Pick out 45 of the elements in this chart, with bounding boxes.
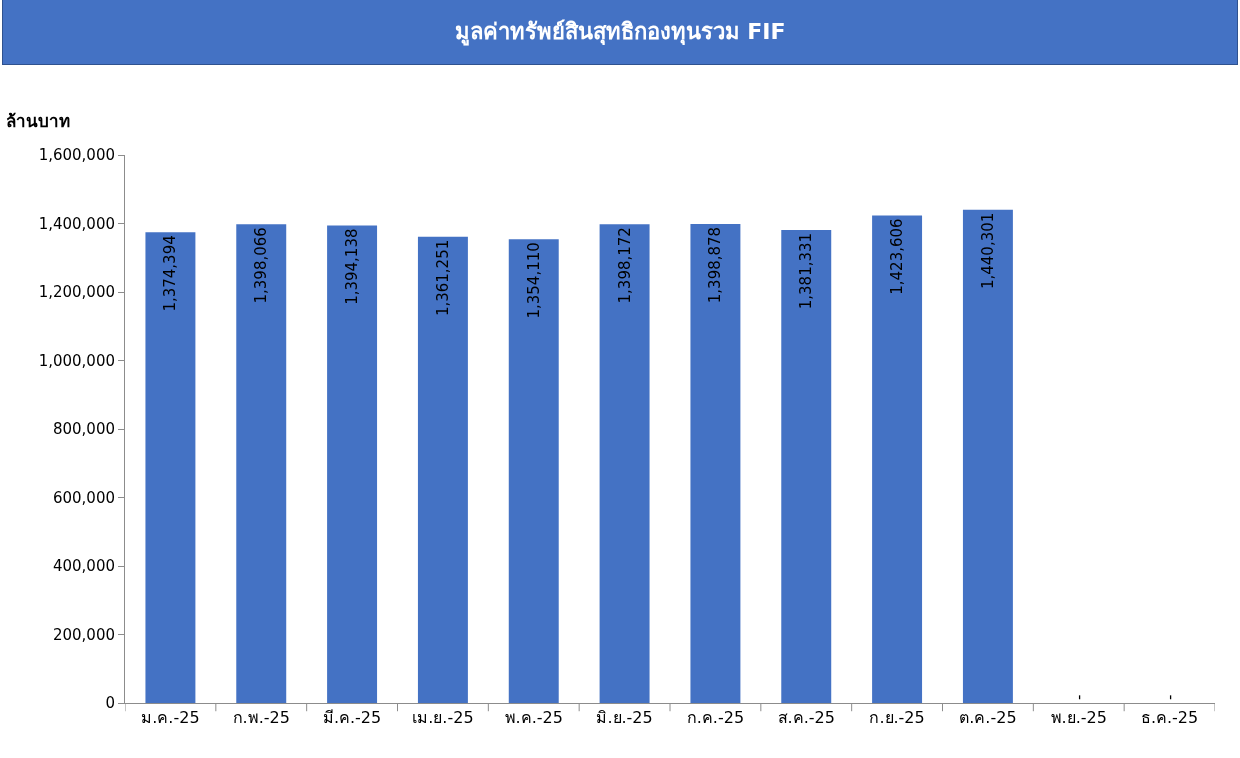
y-tick-label: 800,000: [52, 420, 115, 439]
x-tick-label: ส.ค.-25: [777, 708, 835, 728]
x-tick-label: พ.ค.-25: [504, 708, 563, 728]
bar: [599, 224, 650, 703]
data-label: -: [1160, 694, 1179, 700]
y-tick-label: 1,600,000: [38, 146, 115, 165]
y-tick-label: 1,000,000: [38, 351, 115, 370]
x-tick-label: ก.ค.-25: [686, 708, 745, 728]
y-tick-label: 1,400,000: [38, 214, 115, 233]
data-label: 1,394,138: [343, 228, 362, 305]
bar: [145, 232, 196, 703]
bar: [327, 225, 378, 703]
x-tick-label: มี.ค.-25: [322, 708, 382, 728]
x-tick-label: ก.ย.-25: [869, 708, 925, 728]
bar: [872, 215, 923, 703]
bar: [508, 239, 559, 703]
x-tick-label: พ.ย.-25: [1050, 708, 1107, 728]
x-tick-label: เม.ย.-25: [412, 708, 474, 728]
data-label: -: [1069, 694, 1088, 700]
y-tick-label: 1,200,000: [38, 283, 115, 302]
bar: [236, 224, 287, 703]
data-label: 1,398,172: [615, 227, 634, 304]
x-tick-label: ม.ค.-25: [141, 708, 200, 728]
data-label: 1,398,878: [706, 226, 725, 304]
x-tick-label: ก.พ.-25: [232, 708, 290, 728]
x-tick-label: มิ.ย.-25: [596, 708, 653, 728]
data-label: 1,440,301: [978, 212, 997, 290]
y-tick-label: 200,000: [52, 625, 115, 644]
chart-title: มูลค่าทรัพย์สินสุทธิกองทุนรวม FIF: [454, 18, 786, 46]
data-label: 1,354,110: [524, 242, 543, 319]
x-tick-label: ธ.ค.-25: [1140, 708, 1199, 728]
bar: [781, 229, 832, 703]
data-label: 1,423,606: [888, 218, 907, 295]
y-tick-label: 400,000: [52, 557, 115, 576]
y-axis-title: ล้านบาท: [6, 111, 70, 131]
bar: [690, 223, 741, 703]
y-tick-label: 0: [105, 694, 115, 713]
data-label: 1,398,066: [252, 227, 271, 304]
bar: [417, 236, 468, 703]
data-label: 1,374,394: [161, 235, 180, 312]
y-tick-label: 600,000: [52, 488, 115, 507]
x-tick-label: ต.ค.-25: [959, 708, 1017, 728]
data-label: 1,361,251: [433, 239, 452, 317]
bar: [962, 209, 1013, 703]
data-label: 1,381,331: [797, 232, 816, 310]
